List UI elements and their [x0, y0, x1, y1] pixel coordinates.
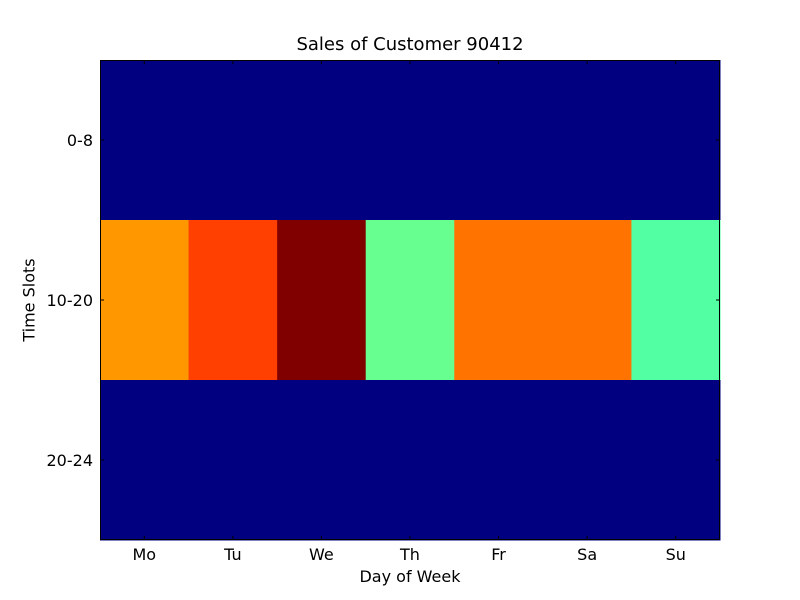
- x-tick-label: Su: [666, 545, 686, 564]
- heatmap-cell-0-8-We: [277, 60, 367, 221]
- x-tick-label: Sa: [577, 545, 597, 564]
- x-tick-label: Mo: [132, 545, 156, 564]
- y-tick-label: 10-20: [47, 291, 94, 310]
- heatmap-cell-20-24-Mo: [100, 380, 190, 541]
- heatmap-cell-20-24-Su: [631, 380, 721, 541]
- heatmap-cell-10-20-Tu: [188, 220, 278, 381]
- heatmap-cells: [100, 60, 721, 541]
- heatmap-cell-10-20-We: [277, 220, 367, 381]
- y-tick-label: 20-24: [47, 451, 94, 470]
- heatmap-cell-10-20-Sa: [542, 220, 632, 381]
- heatmap-cell-0-8-Mo: [100, 60, 190, 221]
- heatmap-cell-0-8-Th: [365, 60, 455, 221]
- heatmap-cell-10-20-Mo: [100, 220, 190, 381]
- heatmap-cell-20-24-Sa: [542, 380, 632, 541]
- heatmap-cell-10-20-Th: [365, 220, 455, 381]
- axis-ticks: [100, 60, 720, 540]
- heatmap-cell-0-8-Sa: [542, 60, 632, 221]
- y-tick-label: 0-8: [67, 131, 93, 150]
- x-axis-label: Day of Week: [359, 567, 461, 586]
- x-tick-label: Fr: [491, 545, 506, 564]
- heatmap-cell-10-20-Su: [631, 220, 721, 381]
- heatmap-cell-20-24-Tu: [188, 380, 278, 541]
- x-tick-label: We: [309, 545, 334, 564]
- heatmap-cell-20-24-We: [277, 380, 367, 541]
- chart-title: Sales of Customer 90412: [296, 34, 524, 55]
- heatmap-cell-0-8-Tu: [188, 60, 278, 221]
- heatmap-cell-0-8-Su: [631, 60, 721, 221]
- heatmap-cell-0-8-Fr: [454, 60, 544, 221]
- x-tick-label: Th: [399, 545, 420, 564]
- tick-labels: Mo Tu We Th Fr Sa Su 0-8 10-20 20-24: [47, 131, 686, 564]
- heatmap-cell-20-24-Th: [365, 380, 455, 541]
- heatmap-cell-10-20-Fr: [454, 220, 544, 381]
- heatmap-cell-20-24-Fr: [454, 380, 544, 541]
- x-tick-label: Tu: [223, 545, 241, 564]
